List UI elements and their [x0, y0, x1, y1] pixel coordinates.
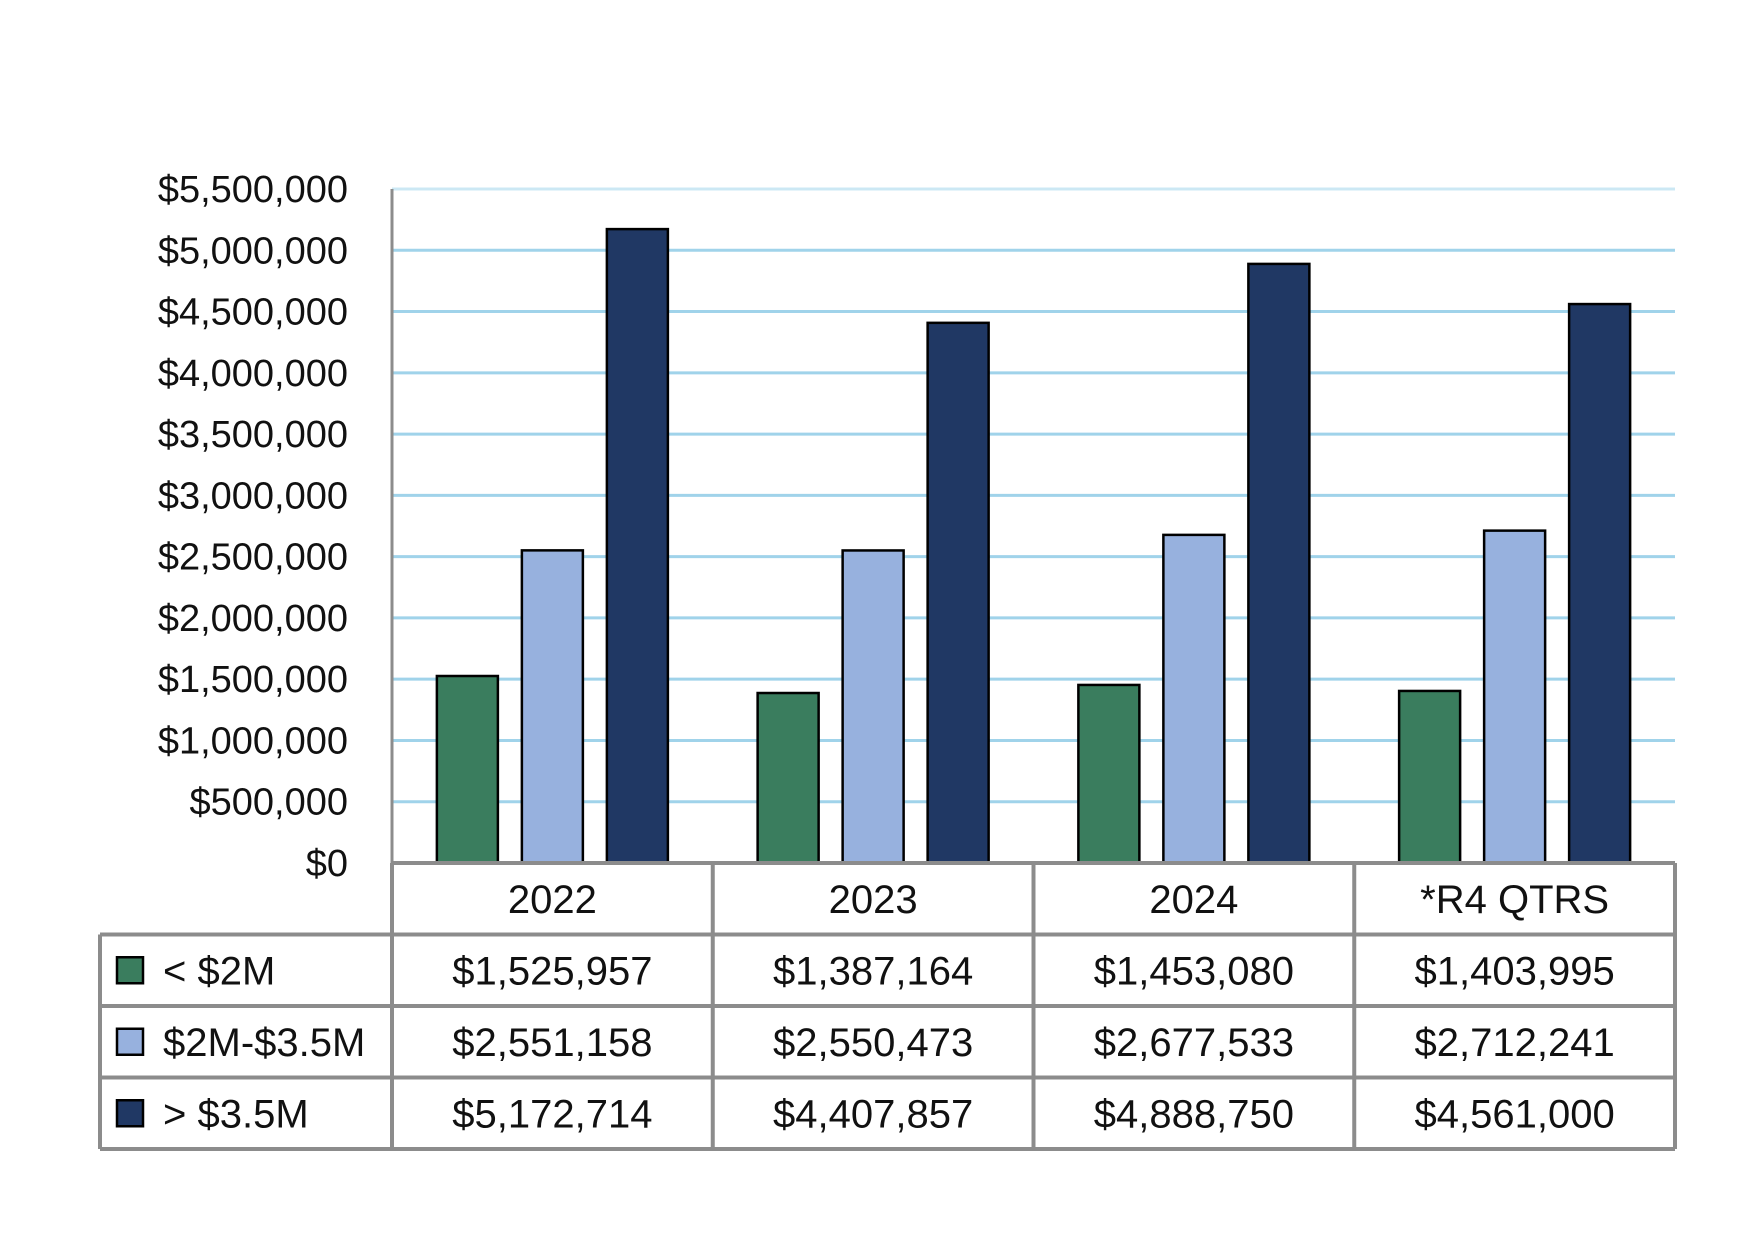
data-value-label: $4,407,857 — [773, 1092, 973, 1136]
bar — [1567, 302, 1632, 865]
y-tick-label: $500,000 — [190, 782, 349, 824]
bar — [1247, 262, 1311, 865]
legend-swatch — [115, 1027, 145, 1056]
y-tick-label: $1,000,000 — [158, 720, 348, 762]
bar — [1482, 529, 1547, 865]
y-axis: $0 $500,000 $1,000,000 $1,500,000 $2,000,000… — [158, 169, 394, 885]
bar — [1162, 533, 1226, 865]
y-tick-label: $4,000,000 — [158, 353, 348, 395]
category-label: *R4 QTRS — [1420, 878, 1609, 922]
bar — [435, 674, 500, 865]
bars — [435, 227, 1632, 865]
bar — [841, 549, 905, 865]
y-tick-label: $5,500,000 — [158, 169, 348, 211]
data-value-label: $2,712,241 — [1415, 1021, 1615, 1065]
bar — [605, 227, 670, 865]
y-tick-label: $2,000,000 — [158, 598, 348, 640]
gridlines — [392, 187, 1675, 804]
bar — [1077, 683, 1141, 865]
y-tick-label: $3,000,000 — [158, 475, 348, 517]
bar — [1397, 689, 1462, 865]
legend-label: < $2M — [163, 949, 275, 993]
y-tick-label: $0 — [306, 843, 348, 885]
y-tick-label: $2,500,000 — [158, 537, 348, 579]
data-value-label: $5,172,714 — [452, 1092, 652, 1136]
legend-label: > $3.5M — [163, 1092, 309, 1136]
data-value-label: $1,387,164 — [773, 949, 973, 993]
data-table: 2022 2023 2024 *R4 QTRS < $2M $1,525,957 $1,38… — [98, 861, 1677, 1151]
y-tick-label: $5,000,000 — [158, 230, 348, 272]
data-value-label: $2,551,158 — [452, 1021, 652, 1065]
bar — [756, 691, 820, 865]
y-tick-label: $3,500,000 — [158, 414, 348, 456]
data-value-label: $2,550,473 — [773, 1021, 973, 1065]
data-value-label: $2,677,533 — [1094, 1021, 1294, 1065]
legend-swatch — [115, 1099, 145, 1128]
legend-swatch — [115, 956, 145, 985]
legend-label: $2M-$3.5M — [163, 1021, 365, 1065]
category-label: 2024 — [1149, 878, 1238, 922]
bar — [520, 549, 585, 865]
data-value-label: $1,403,995 — [1415, 949, 1615, 993]
data-value-label: $1,453,080 — [1094, 949, 1294, 993]
y-tick-label: $1,500,000 — [158, 659, 348, 701]
category-label: 2022 — [508, 878, 597, 922]
data-value-label: $4,888,750 — [1094, 1092, 1294, 1136]
data-value-label: $1,525,957 — [452, 949, 652, 993]
category-label: 2023 — [829, 878, 918, 922]
bar — [926, 321, 990, 865]
data-value-label: $4,561,000 — [1415, 1092, 1615, 1136]
y-tick-label: $4,500,000 — [158, 292, 348, 334]
